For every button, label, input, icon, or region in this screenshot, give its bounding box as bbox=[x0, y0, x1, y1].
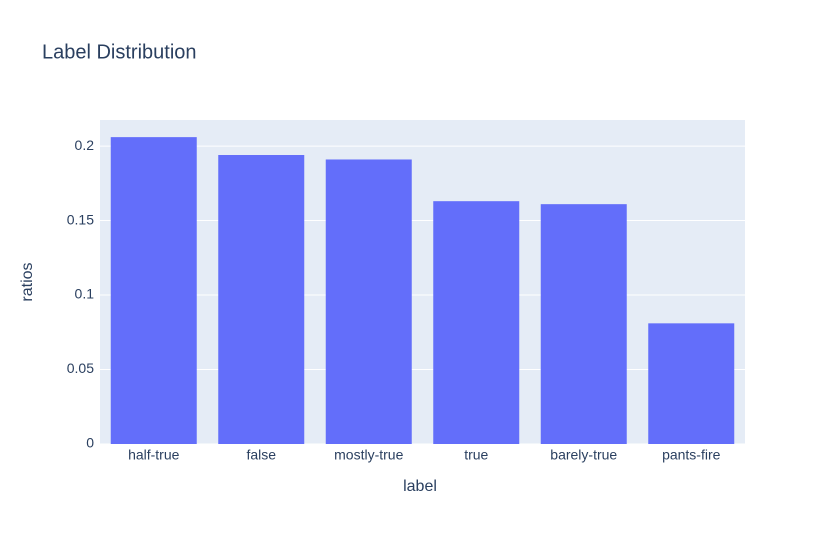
x-tick-label: mostly-true bbox=[334, 447, 403, 463]
x-axis-title: label bbox=[403, 478, 437, 495]
bar bbox=[218, 155, 305, 444]
bar bbox=[648, 323, 735, 444]
bar bbox=[540, 204, 627, 444]
y-tick-label: 0.15 bbox=[67, 211, 94, 227]
plot-area bbox=[100, 120, 745, 444]
x-tick-label: half-true bbox=[128, 447, 180, 463]
x-tick-label: pants-fire bbox=[662, 447, 721, 463]
y-tick-label: 0.05 bbox=[67, 360, 94, 376]
bar bbox=[110, 137, 197, 444]
y-axis-title: ratios bbox=[19, 262, 36, 301]
bar bbox=[325, 159, 412, 444]
y-tick-label: 0.2 bbox=[75, 137, 95, 153]
bar bbox=[433, 201, 520, 444]
x-tick-label: false bbox=[246, 447, 276, 463]
x-tick-label: barely-true bbox=[550, 447, 617, 463]
y-tick-label: 0 bbox=[86, 435, 94, 451]
chart-title: Label Distribution bbox=[42, 41, 197, 63]
y-tick-label: 0.1 bbox=[75, 286, 95, 302]
x-tick-label: true bbox=[464, 447, 488, 463]
